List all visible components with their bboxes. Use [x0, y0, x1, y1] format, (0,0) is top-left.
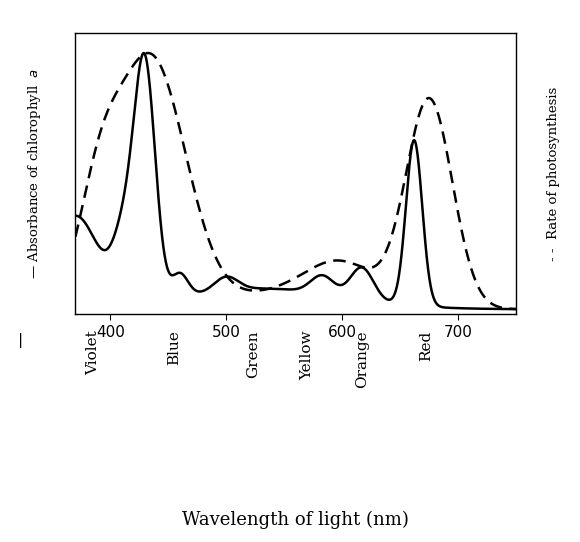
Text: Wavelength of light (nm): Wavelength of light (nm) — [182, 511, 409, 530]
Text: |: | — [18, 333, 24, 349]
Text: Orange: Orange — [355, 331, 369, 388]
Text: — Absorbance of chlorophyll  $a$: — Absorbance of chlorophyll $a$ — [26, 68, 44, 279]
Text: Green: Green — [246, 331, 260, 378]
Text: Blue: Blue — [167, 331, 181, 365]
Text: Violet: Violet — [86, 331, 100, 376]
Text: Yellow: Yellow — [300, 331, 314, 380]
Text: Red: Red — [419, 331, 433, 361]
Text: - -  Rate of photosynthesis: - - Rate of photosynthesis — [548, 86, 560, 261]
